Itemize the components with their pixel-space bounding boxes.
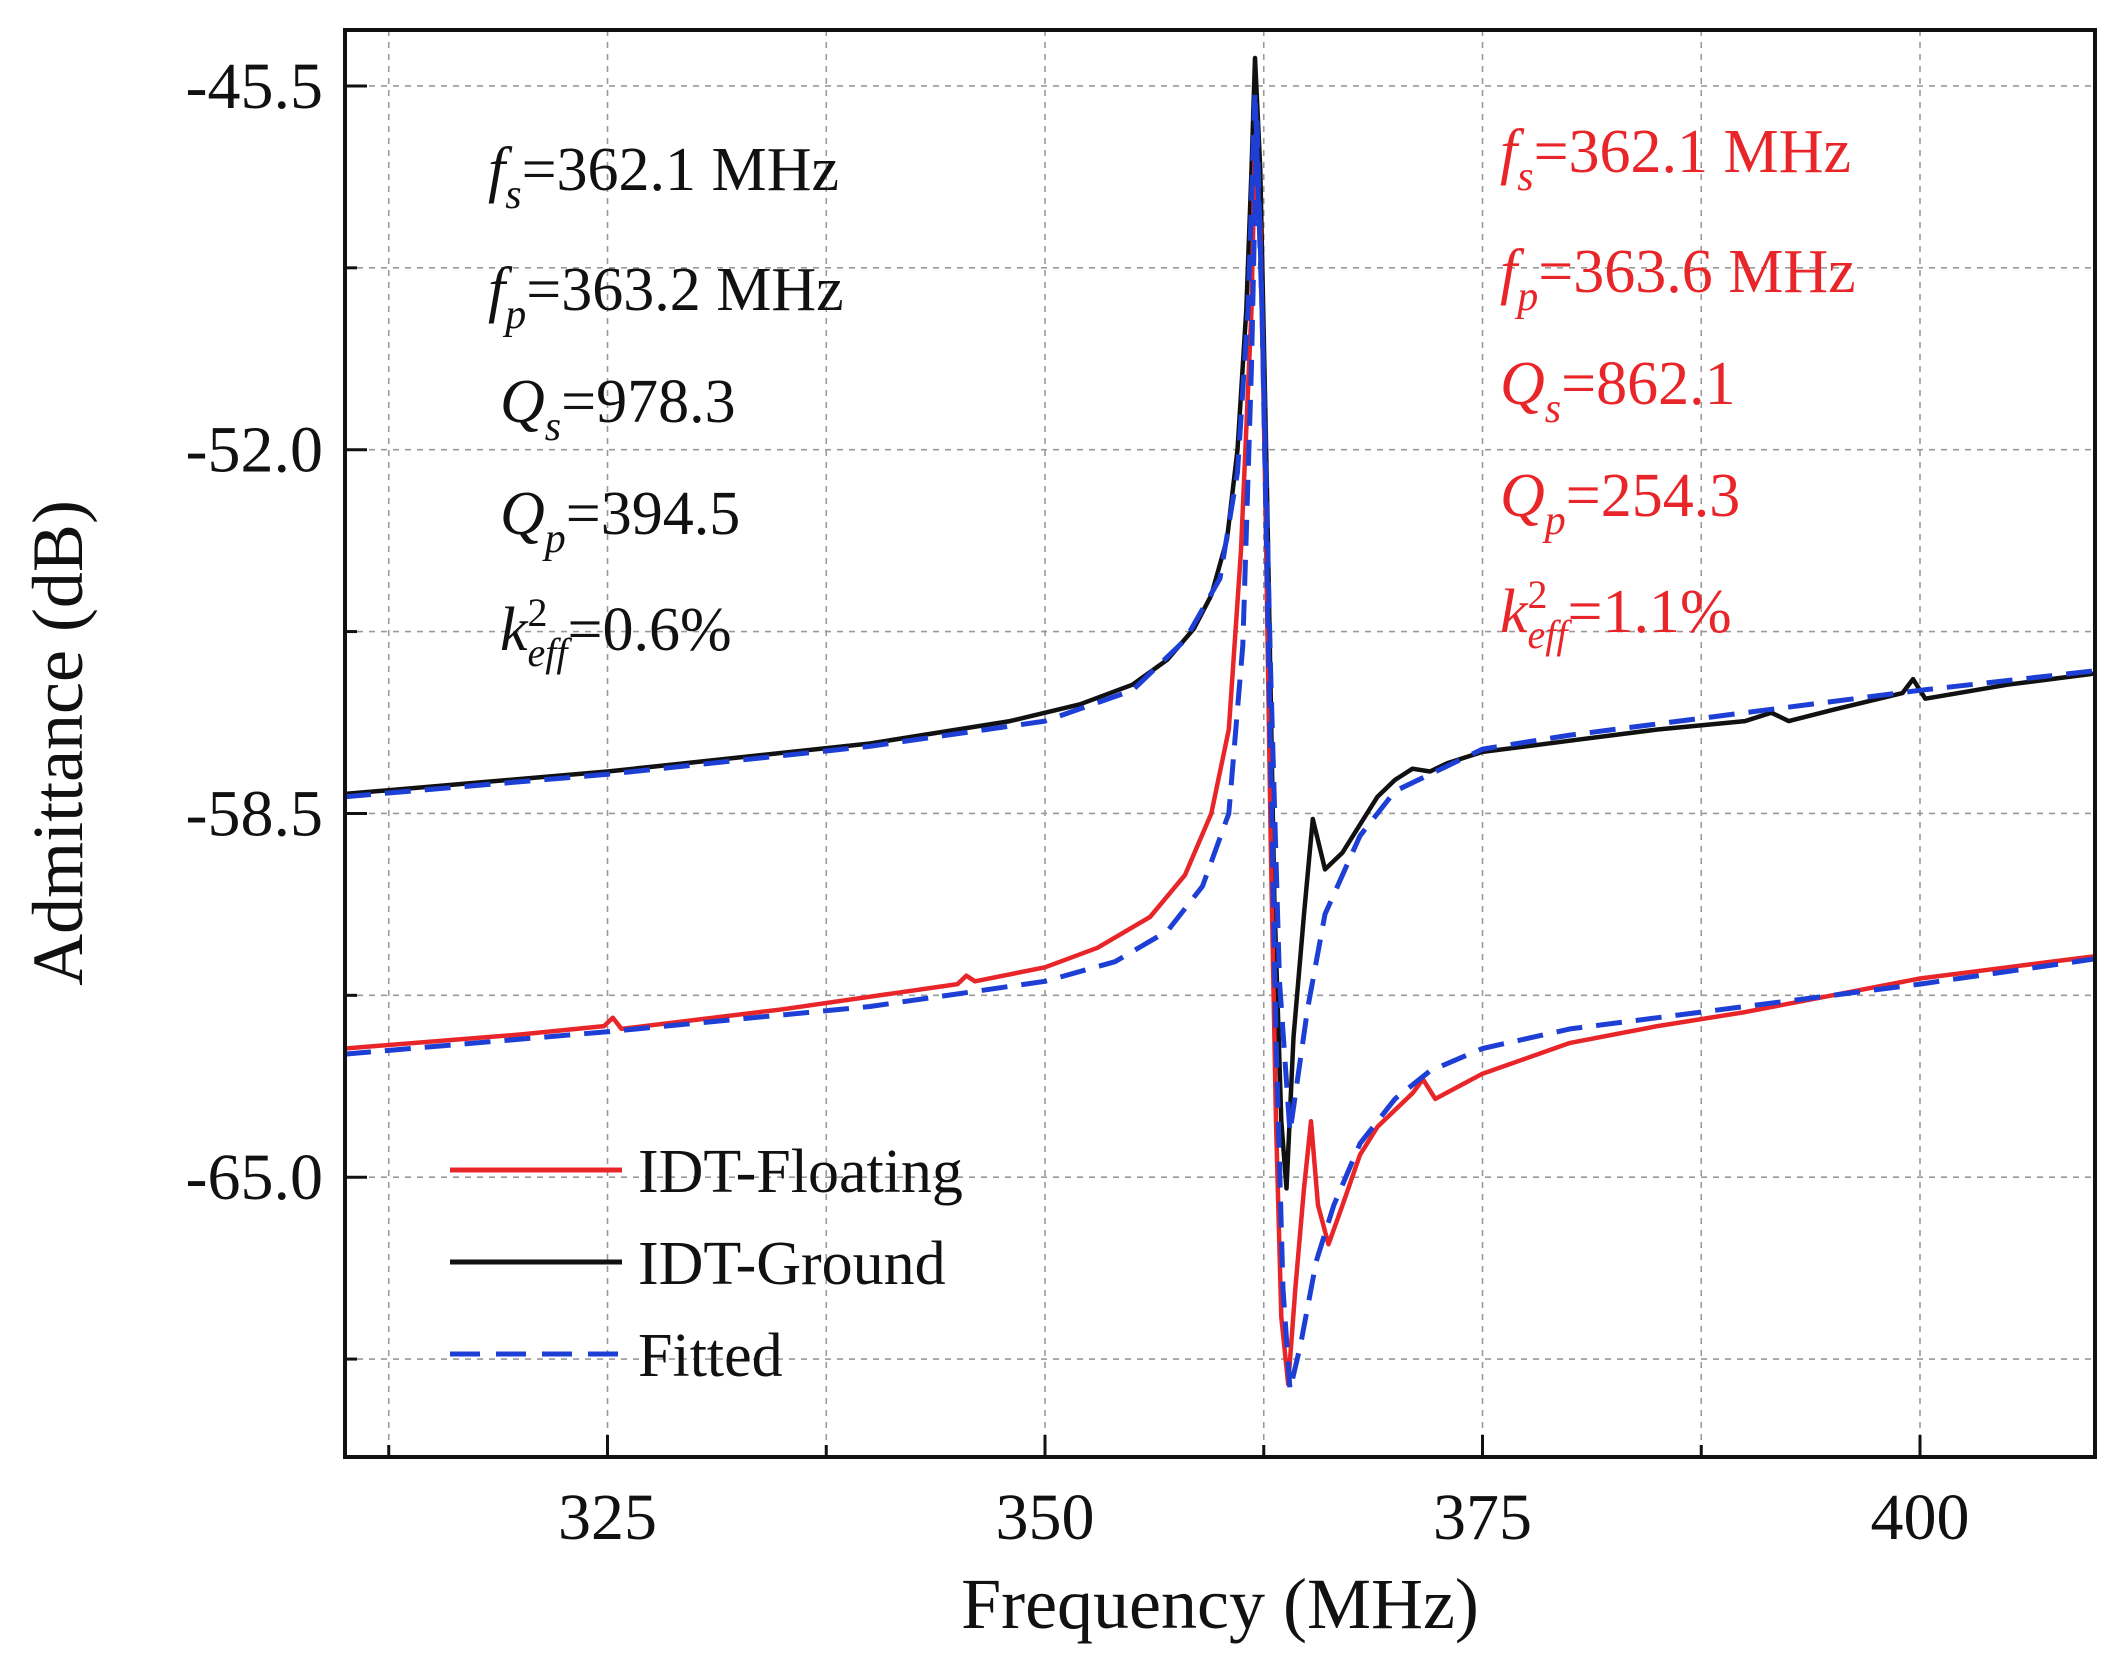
annotation-floating: fs=362.1 MHz fp=363.6 MHz Qs=862.1 Qp=254.3… — [1500, 118, 1856, 657]
annotation-floating-fp: fp=363.6 MHz — [1500, 238, 1856, 320]
y-tick-label: -45.5 — [186, 50, 323, 123]
annotation-floating-k2: k2 eff=1.1% — [1500, 572, 1732, 657]
annotation-ground: fs=362.1 MHz fp=363.2 MHz Qs=978.3 Qp=394.5… — [488, 136, 844, 675]
series-line-fitted — [345, 89, 2095, 1135]
legend-label-fitted: Fitted — [638, 1322, 783, 1390]
annotation-floating-fs: fs=362.1 MHz — [1500, 118, 1851, 200]
y-tick-label: -58.5 — [186, 777, 323, 850]
annotation-ground-fs: fs=362.1 MHz — [488, 136, 839, 218]
x-tick-label: 400 — [1871, 1481, 1970, 1554]
ticks: 325 350 375 400 -45.5 -52.0 -58.5 -65.0 — [186, 50, 1970, 1554]
series-line-idt-ground — [345, 55, 2095, 1191]
annotation-floating-qp: Qp=254.3 — [1500, 462, 1740, 544]
legend-label-idt-ground: IDT-Ground — [638, 1230, 946, 1298]
x-tick-label: 350 — [996, 1481, 1095, 1554]
y-axis-title: Admittance (dB) — [18, 500, 98, 986]
y-tick-label: -52.0 — [186, 414, 323, 487]
x-tick-label: 375 — [1433, 1481, 1532, 1554]
series-group — [345, 55, 2095, 1393]
annotation-ground-qs: Qs=978.3 — [500, 368, 736, 450]
annotation-floating-qs: Qs=862.1 — [1500, 350, 1736, 432]
x-tick-label: 325 — [558, 1481, 657, 1554]
legend-label-idt-floating: IDT-Floating — [638, 1138, 963, 1206]
x-axis-title: Frequency (MHz) — [961, 1564, 1479, 1644]
annotation-ground-k2: k2 eff=0.6% — [500, 590, 732, 675]
annotation-ground-qp: Qp=394.5 — [500, 480, 740, 562]
grid — [345, 30, 2095, 1457]
series-line-fitted — [345, 111, 2095, 1393]
legend: IDT-Floating IDT-Ground Fitted — [450, 1138, 963, 1390]
y-tick-label: -65.0 — [186, 1141, 323, 1214]
annotation-ground-fp: fp=363.2 MHz — [488, 256, 844, 338]
plot-frame — [343, 28, 2097, 1459]
